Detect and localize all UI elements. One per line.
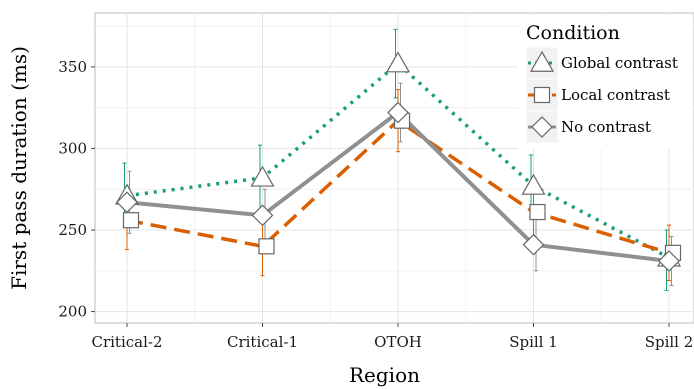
legend-label: Local contrast [561, 86, 670, 104]
data-point-diamond [251, 204, 274, 227]
data-point-diamond [116, 191, 138, 214]
x-axis-ticks: Critical-2 Critical-1 OTOH Spill 1 Spill 2 [91, 323, 693, 351]
legend-key-square [533, 86, 551, 104]
x-tick-label: OTOH [374, 333, 422, 351]
legend-label: No contrast [561, 118, 651, 136]
x-tick-label: Critical-2 [91, 333, 162, 351]
legend-items: Global contrast Local contrast No contrast [525, 46, 678, 144]
legend-key-diamond [531, 116, 553, 138]
legend-label: Global contrast [561, 54, 678, 72]
x-axis-title: Region [349, 363, 420, 387]
y-tick-label: 350 [58, 58, 87, 76]
data-point-triangle [521, 173, 546, 195]
data-point-diamond [387, 101, 409, 124]
series-line-0 [126, 61, 670, 260]
y-tick-label: 300 [58, 139, 87, 157]
legend-title: Condition [526, 22, 620, 44]
data-point-square [529, 203, 546, 221]
data-point-triangle [385, 51, 411, 73]
data-point-diamond [658, 250, 680, 272]
data-point-triangle [250, 165, 275, 187]
y-tick-label: 250 [58, 221, 87, 239]
data-point-diamond [522, 233, 545, 256]
data-markers [114, 51, 682, 272]
y-tick-label: 200 [58, 303, 87, 321]
legend: Condition Global contrast Local contrast N… [518, 15, 692, 149]
x-tick-label: Spill 1 [509, 333, 558, 351]
data-point-square [122, 212, 140, 229]
legend-key-triangle [529, 50, 555, 72]
data-point-square [258, 238, 275, 255]
y-axis-title: First pass duration (ms) [7, 46, 31, 290]
x-tick-label: Critical-1 [227, 333, 298, 351]
x-tick-label: Spill 2 [645, 333, 694, 351]
y-axis-ticks: 200 250 300 350 [58, 58, 95, 321]
